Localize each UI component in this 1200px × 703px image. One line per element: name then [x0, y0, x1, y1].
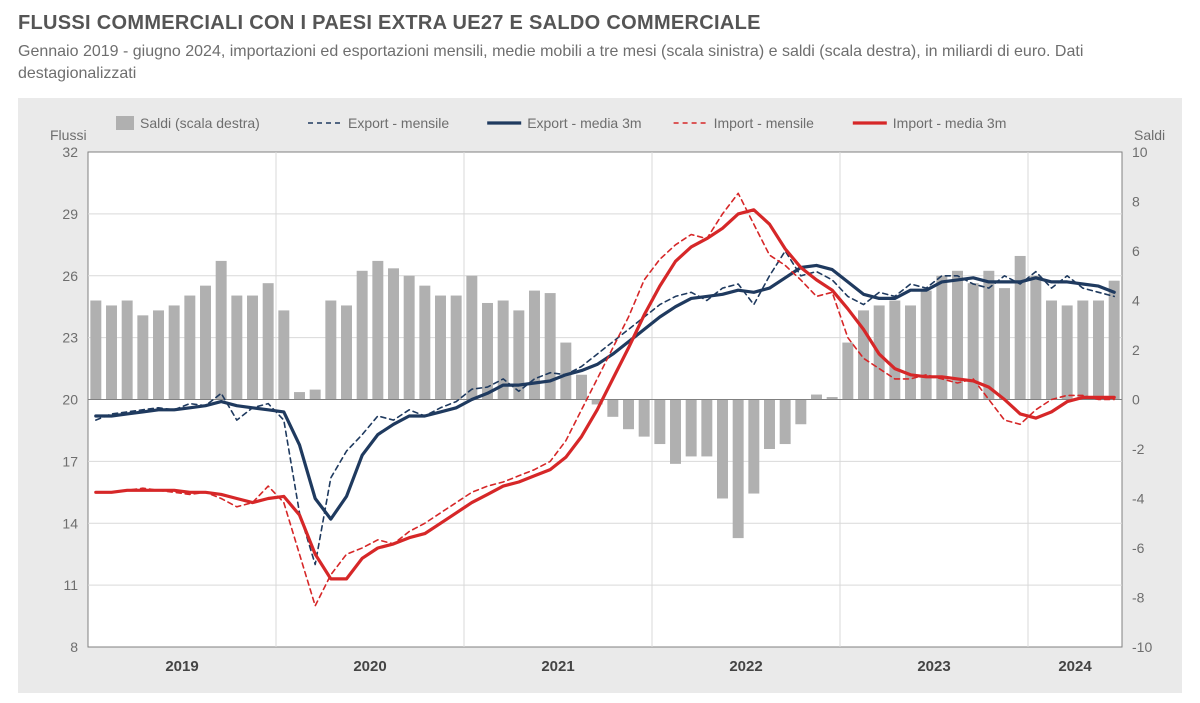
svg-text:11: 11 [63, 577, 78, 593]
svg-text:Import - mensile: Import - mensile [714, 115, 815, 131]
svg-text:26: 26 [62, 268, 78, 284]
svg-text:2020: 2020 [353, 658, 386, 675]
svg-text:-4: -4 [1132, 491, 1145, 507]
svg-text:2021: 2021 [541, 658, 574, 675]
svg-text:Import - media 3m: Import - media 3m [893, 115, 1007, 131]
chart: 81114172023262932-10-8-6-4-2024681020192… [18, 98, 1182, 693]
svg-text:4: 4 [1132, 293, 1140, 309]
svg-text:14: 14 [62, 515, 78, 531]
svg-text:-10: -10 [1132, 639, 1152, 655]
svg-text:Flussi: Flussi [50, 127, 87, 143]
chart-title: FLUSSI COMMERCIALI CON I PAESI EXTRA UE2… [18, 12, 1182, 35]
svg-text:-2: -2 [1132, 441, 1145, 457]
svg-text:29: 29 [62, 206, 78, 222]
svg-text:2: 2 [1132, 342, 1140, 358]
svg-text:17: 17 [62, 454, 78, 470]
svg-text:20: 20 [62, 392, 78, 408]
svg-text:10: 10 [1132, 144, 1148, 160]
svg-text:0: 0 [1132, 392, 1140, 408]
svg-text:6: 6 [1132, 243, 1140, 259]
svg-text:Saldi: Saldi [1134, 127, 1165, 143]
svg-text:8: 8 [1132, 194, 1140, 210]
svg-text:23: 23 [62, 330, 78, 346]
svg-text:Export - mensile: Export - mensile [348, 115, 449, 131]
svg-text:32: 32 [62, 144, 78, 160]
svg-text:-6: -6 [1132, 540, 1145, 556]
svg-text:Export - media 3m: Export - media 3m [527, 115, 641, 131]
svg-text:2023: 2023 [917, 658, 950, 675]
svg-text:2022: 2022 [729, 658, 762, 675]
svg-text:8: 8 [70, 639, 78, 655]
svg-text:Saldi (scala destra): Saldi (scala destra) [140, 115, 260, 131]
svg-text:2024: 2024 [1058, 658, 1092, 675]
svg-text:2019: 2019 [165, 658, 198, 675]
chart-subtitle: Gennaio 2019 - giugno 2024, importazioni… [18, 41, 1182, 84]
svg-text:-8: -8 [1132, 590, 1145, 606]
